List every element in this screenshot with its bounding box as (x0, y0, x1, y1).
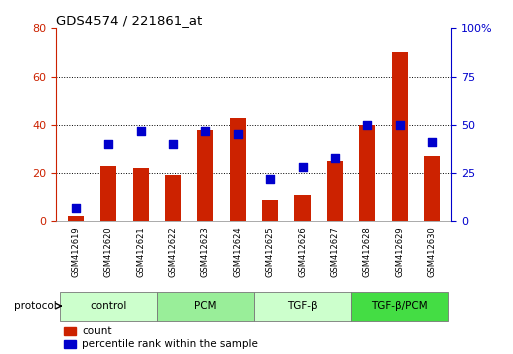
Bar (64, 327, 76, 335)
Text: percentile rank within the sample: percentile rank within the sample (82, 339, 258, 349)
Text: GSM412628: GSM412628 (363, 227, 372, 278)
Text: protocol: protocol (14, 301, 57, 311)
FancyBboxPatch shape (254, 291, 351, 321)
Bar (359, 125, 376, 221)
Text: GSM412630: GSM412630 (427, 227, 437, 278)
Bar (64, 340, 76, 348)
Text: control: control (90, 301, 126, 311)
Text: TGF-β/PCM: TGF-β/PCM (371, 301, 428, 311)
Bar (198, 130, 213, 221)
Text: TGF-β: TGF-β (287, 301, 318, 311)
Point (331, 155, 339, 160)
Text: GSM412625: GSM412625 (266, 227, 274, 277)
Point (363, 122, 371, 127)
Bar (424, 156, 440, 221)
Point (233, 132, 242, 137)
Point (136, 128, 145, 133)
Bar (132, 168, 149, 221)
Bar (262, 200, 278, 221)
Point (396, 122, 404, 127)
Point (299, 164, 307, 170)
Point (266, 176, 274, 182)
FancyBboxPatch shape (60, 291, 157, 321)
Text: GDS4574 / 221861_at: GDS4574 / 221861_at (56, 14, 203, 27)
Text: GSM412620: GSM412620 (104, 227, 113, 277)
FancyBboxPatch shape (351, 291, 448, 321)
FancyBboxPatch shape (157, 291, 254, 321)
Text: GSM412623: GSM412623 (201, 227, 210, 278)
Text: GSM412619: GSM412619 (71, 227, 81, 277)
Text: count: count (82, 326, 112, 336)
Bar (230, 118, 246, 221)
Bar (327, 161, 343, 221)
Bar (294, 195, 310, 221)
Point (428, 139, 436, 145)
Point (72, 205, 80, 211)
Text: GSM412624: GSM412624 (233, 227, 242, 277)
Text: GSM412622: GSM412622 (168, 227, 177, 277)
Text: PCM: PCM (194, 301, 216, 311)
Text: GSM412621: GSM412621 (136, 227, 145, 277)
Text: GSM412626: GSM412626 (298, 227, 307, 278)
Bar (391, 52, 408, 221)
Bar (100, 166, 116, 221)
Text: GSM412627: GSM412627 (330, 227, 340, 278)
Text: GSM412629: GSM412629 (395, 227, 404, 277)
Point (201, 128, 209, 133)
Point (104, 141, 112, 147)
Bar (68, 216, 84, 221)
Bar (165, 175, 181, 221)
Point (169, 141, 177, 147)
